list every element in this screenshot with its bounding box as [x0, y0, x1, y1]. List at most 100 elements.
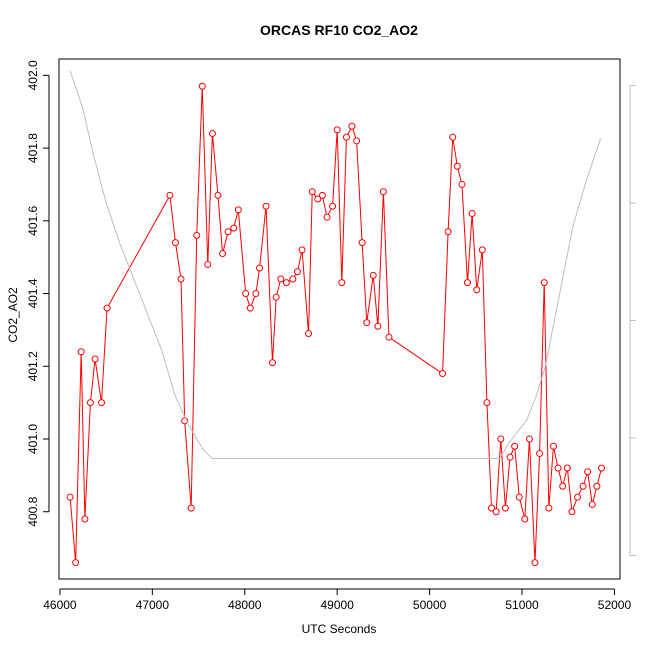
x-tick-label: 47000 [136, 598, 170, 612]
data-point [348, 122, 356, 130]
data-point [501, 504, 509, 512]
data-point [573, 493, 581, 501]
data-point [342, 133, 350, 141]
data-point [593, 482, 601, 490]
data-point [177, 275, 185, 283]
y-tick-label: 401.4 [26, 278, 40, 308]
data-point [579, 482, 587, 490]
data-point [549, 442, 557, 450]
data-point [219, 250, 227, 258]
data-point [198, 82, 206, 90]
data-point [329, 202, 337, 210]
y-tick-label: 400.8 [26, 496, 40, 526]
data-point [453, 162, 461, 170]
data-point [333, 126, 341, 134]
data-point [193, 231, 201, 239]
data-point [308, 188, 316, 196]
y-tick-label: 401.2 [26, 351, 40, 381]
data-point [464, 279, 471, 287]
data-point [449, 133, 457, 141]
data-point [511, 442, 519, 450]
data-point [588, 500, 596, 508]
data-point [363, 319, 371, 327]
data-point [277, 275, 285, 283]
data-point [298, 246, 306, 254]
plot-frame [58, 58, 621, 580]
data-point [305, 330, 313, 338]
data-point [531, 559, 539, 567]
data-point [318, 191, 326, 199]
data-point [230, 224, 238, 232]
data-point [252, 290, 260, 298]
data-point [506, 453, 514, 461]
series-layer [66, 70, 606, 567]
data-point [584, 468, 592, 476]
data-point [536, 450, 544, 458]
data-point [66, 493, 74, 501]
data-point [563, 464, 571, 472]
data-point [521, 515, 529, 523]
data-point [458, 180, 466, 188]
data-point [545, 504, 553, 512]
data-point [282, 279, 290, 287]
y-tick-label: 401.6 [26, 205, 40, 235]
data-point [379, 188, 387, 196]
data-point [214, 191, 222, 199]
data-point [559, 482, 567, 490]
data-point [103, 304, 111, 312]
data-point [314, 195, 322, 203]
data-point [369, 271, 377, 279]
y-tick-label: 402.0 [26, 60, 40, 90]
secondary-series-line [69, 70, 602, 460]
data-point [568, 508, 576, 516]
data-point [256, 264, 264, 272]
data-point [358, 239, 366, 247]
data-point [374, 322, 382, 330]
data-point [515, 493, 523, 501]
data-point [86, 399, 94, 407]
x-axis-label: UTC Seconds [302, 622, 377, 636]
chart-title: ORCAS RF10 CO2_AO2 [260, 22, 418, 38]
data-point [473, 286, 481, 294]
data-point [72, 559, 80, 567]
data-point [444, 228, 452, 236]
data-point [492, 508, 500, 516]
data-point [483, 399, 491, 407]
data-point [242, 290, 250, 298]
x-tick-label: 50000 [413, 598, 447, 612]
data-point [171, 239, 179, 247]
data-point [323, 213, 331, 221]
data-point [439, 370, 447, 378]
data-point [208, 130, 216, 138]
y-axis-label: CO2_AO2 [6, 287, 20, 343]
data-point [478, 246, 486, 254]
data-point [289, 275, 297, 283]
data-point [98, 399, 106, 407]
data-point [497, 435, 505, 443]
data-point [385, 333, 393, 341]
axes: 46000 47000 48000 49000 50000 51000 52000 400.8… [26, 60, 636, 612]
data-point [272, 293, 280, 301]
data-point [204, 260, 212, 268]
data-point [488, 504, 496, 512]
data-point [224, 228, 232, 236]
x-tick-label: 52000 [598, 598, 632, 612]
x-tick-label: 51000 [505, 598, 539, 612]
data-point [468, 210, 476, 218]
data-point [268, 359, 276, 367]
data-point [166, 191, 174, 199]
data-point [246, 304, 254, 312]
data-point [187, 504, 195, 512]
x-tick-label: 46000 [43, 598, 77, 612]
data-point [540, 279, 548, 287]
data-point [525, 435, 533, 443]
data-point [598, 464, 606, 472]
data-point [262, 202, 270, 210]
x-tick-label: 48000 [228, 598, 262, 612]
data-point [353, 137, 361, 145]
data-point [234, 206, 242, 214]
data-point [81, 515, 89, 523]
y-tick-label: 401.0 [26, 424, 40, 454]
